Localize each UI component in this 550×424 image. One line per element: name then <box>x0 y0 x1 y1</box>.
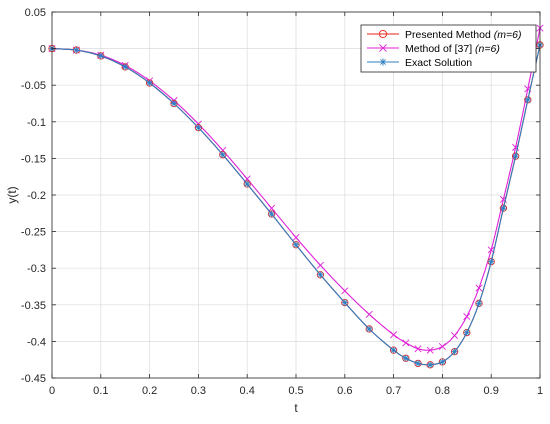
x-marker <box>341 287 349 295</box>
x-tick-label: 0.1 <box>93 385 108 397</box>
x-axis-ticks: 0 0.1 0.2 0.3 0.4 0.5 0.6 0.7 0.8 0.9 1 <box>49 12 543 397</box>
y-tick-label: -0.45 <box>21 373 46 385</box>
legend-label: Exact Solution <box>405 57 472 69</box>
y-tick-label: -0.15 <box>21 153 46 165</box>
legend-entry: Method of [37] (n=6) <box>367 43 500 55</box>
legend-entry: Exact Solution <box>367 57 472 69</box>
y-axis-ticks: 0.05 0 -0.05 -0.1 -0.15 -0.2 -0.25 -0.3 -0.35 -0.… <box>21 7 540 385</box>
x-tick-label: 0.8 <box>435 385 450 397</box>
x-tick-label: 0.9 <box>484 385 499 397</box>
y-tick-label: -0.05 <box>21 80 46 92</box>
legend-label-main: Exact Solution <box>405 57 472 69</box>
asterisk-marker <box>292 241 300 248</box>
x-marker <box>414 345 422 353</box>
asterisk-marker <box>390 346 397 354</box>
x-tick-label: 0.6 <box>337 385 352 397</box>
y-axis-label: y(t) <box>5 186 19 203</box>
x-tick-label: 0 <box>49 385 55 397</box>
x-marker <box>390 331 398 339</box>
x-tick-label: 0.5 <box>288 385 303 397</box>
asterisk-marker <box>500 204 507 212</box>
x-marker <box>268 204 276 212</box>
x-tick-label: 1 <box>537 385 543 397</box>
x-marker <box>426 346 434 354</box>
legend-label-param: (m=6) <box>494 29 522 41</box>
x-marker <box>379 44 387 52</box>
y-tick-label: 0.05 <box>25 7 46 19</box>
legend-label-main: Presented Method <box>405 29 494 41</box>
y-tick-label: -0.2 <box>27 190 46 202</box>
asterisk-marker <box>402 355 409 362</box>
y-tick-label: 0 <box>40 44 46 56</box>
x-marker <box>292 233 300 241</box>
asterisk-marker <box>414 360 422 367</box>
asterisk-marker <box>97 52 104 60</box>
asterisk-marker <box>488 258 495 265</box>
asterisk-marker <box>146 79 153 87</box>
asterisk-marker <box>219 151 226 158</box>
asterisk-marker <box>341 299 348 306</box>
asterisk-marker <box>122 63 129 71</box>
x-axis-label: t <box>294 401 298 415</box>
asterisk-marker <box>317 271 324 278</box>
x-tick-label: 0.7 <box>386 385 401 397</box>
x-marker <box>402 339 410 347</box>
x-marker <box>438 343 446 351</box>
legend-label-main: Method of [37] <box>405 43 475 55</box>
asterisk-marker <box>366 325 373 333</box>
x-marker <box>451 332 459 340</box>
asterisk-marker <box>379 58 387 66</box>
y-tick-label: -0.1 <box>27 117 46 129</box>
asterisk-marker <box>268 210 275 218</box>
y-tick-label: -0.3 <box>27 263 46 275</box>
legend: Presented Method (m=6) Method of [37] (n=… <box>360 24 537 73</box>
x-marker <box>463 312 471 321</box>
y-tick-label: -0.35 <box>21 300 46 312</box>
circle-marker <box>378 29 388 39</box>
asterisk-marker <box>475 300 483 307</box>
asterisk-marker <box>427 361 434 369</box>
x-tick-label: 0.2 <box>142 385 157 397</box>
legend-label: Presented Method (m=6) <box>405 29 521 41</box>
x-marker <box>316 261 324 269</box>
asterisk-marker <box>73 46 80 54</box>
legend-label-param: (n=6) <box>475 43 500 55</box>
asterisk-marker <box>195 124 202 131</box>
asterisk-marker <box>451 348 458 355</box>
legend-label: Method of [37] (n=6) <box>405 43 500 55</box>
x-marker <box>475 284 483 292</box>
y-tick-label: -0.25 <box>21 227 46 239</box>
asterisk-marker <box>439 358 446 366</box>
x-tick-label: 0.4 <box>240 385 255 397</box>
asterisk-marker <box>244 180 251 188</box>
x-marker <box>365 310 373 318</box>
asterisk-marker <box>463 329 470 336</box>
x-tick-label: 0.3 <box>191 385 206 397</box>
asterisk-marker <box>524 96 531 104</box>
asterisk-marker <box>512 153 519 160</box>
y-tick-label: -0.4 <box>27 336 46 348</box>
legend-entry: Presented Method (m=6) <box>367 29 521 41</box>
asterisk-marker <box>170 100 178 107</box>
